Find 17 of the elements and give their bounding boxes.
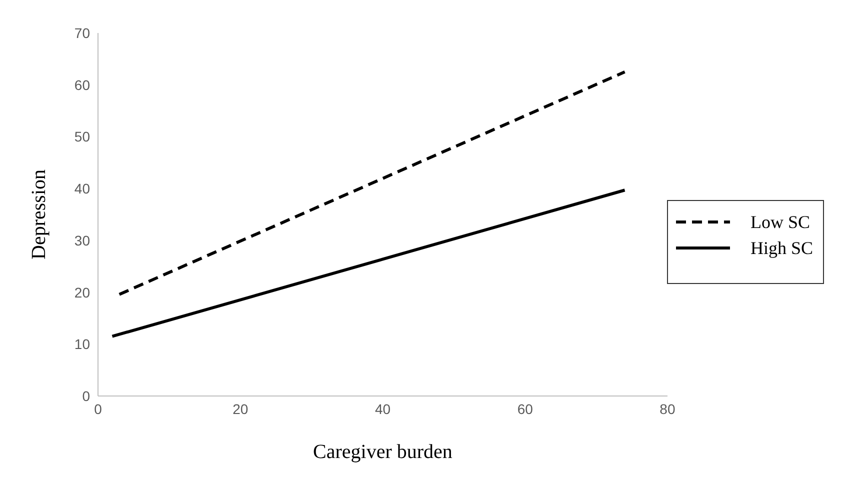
x-tick-label: 40 — [374, 400, 391, 417]
y-axis-title: Depression — [28, 170, 50, 260]
x-tick-label: 0 — [94, 400, 102, 417]
y-tick-label: 20 — [74, 284, 90, 300]
y-tick-label: 70 — [74, 24, 90, 41]
x-tick-label: 60 — [517, 400, 534, 417]
x-tick-label: 80 — [660, 400, 676, 417]
y-tick-label: 50 — [74, 128, 90, 145]
y-tick-label: 0 — [82, 388, 90, 404]
y-tick-label: 40 — [74, 180, 90, 197]
y-tick-label: 30 — [74, 232, 90, 248]
x-axis-title: Caregiver burden — [313, 441, 452, 463]
y-tick-label: 60 — [74, 76, 90, 93]
x-tick-label: 20 — [232, 400, 248, 417]
y-tick-label: 10 — [74, 336, 90, 352]
legend-label: High SC — [750, 237, 813, 260]
legend-label: Low SC — [750, 211, 810, 234]
